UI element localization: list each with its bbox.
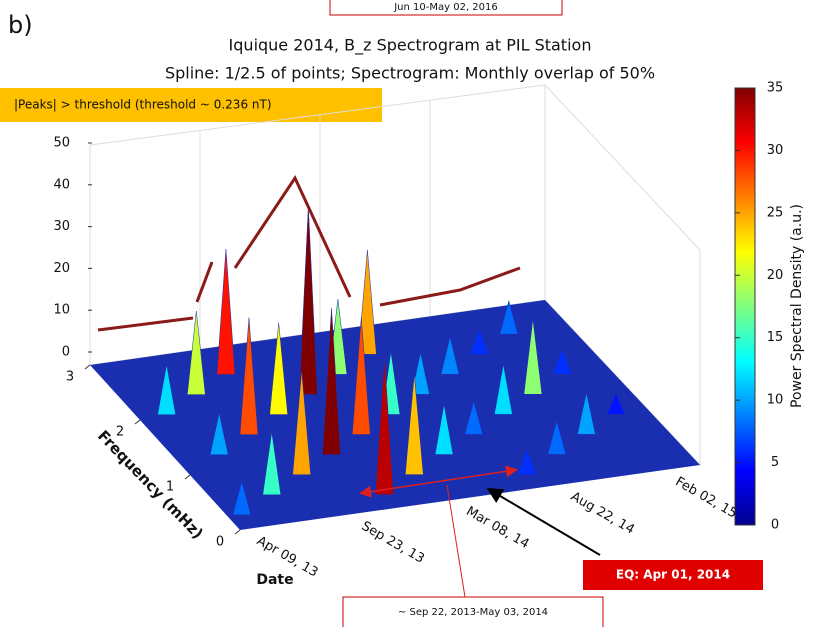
- top-note: Jun 10-May 02, 2016: [393, 2, 498, 13]
- spike: [269, 322, 288, 415]
- top-note-box: [329, 0, 563, 16]
- spike: [299, 206, 318, 395]
- spike: [606, 392, 626, 415]
- x-tick-label: Sep 23, 13: [359, 519, 427, 567]
- colorbar: [734, 87, 756, 526]
- threshold-spline: [195, 261, 214, 303]
- f-tick-label: 3: [66, 370, 74, 385]
- colorbar-label: Power Spectral Density (a.u.): [789, 204, 805, 408]
- threshold-spline: [379, 266, 521, 307]
- spike: [434, 404, 454, 455]
- spike: [517, 448, 537, 475]
- panel-label: b): [8, 11, 33, 39]
- eq-arrow: [486, 487, 601, 556]
- z-tick-label: 50: [53, 136, 70, 151]
- colorbar-tick-label: 30: [767, 143, 784, 158]
- f-tick-label: 0: [216, 535, 224, 550]
- spike: [232, 480, 252, 516]
- z-tick-label: 30: [53, 219, 70, 234]
- colorbar-tick-label: 20: [767, 268, 784, 283]
- chart-subtitle: Spline: 1/2.5 of points; Spectrogram: Mo…: [165, 64, 655, 83]
- surface-floor: [90, 300, 700, 530]
- spike: [499, 299, 519, 335]
- window-leader: [446, 484, 466, 598]
- eq-note: EQ: Apr 01, 2014: [616, 568, 730, 582]
- spike: [553, 348, 572, 375]
- window-note: ~ Sep 22, 2013-May 03, 2014: [398, 607, 548, 618]
- spike: [523, 319, 543, 395]
- spike: [239, 317, 259, 435]
- f-tick: [184, 474, 191, 480]
- z-tick-label: 0: [62, 345, 70, 360]
- spike: [262, 432, 282, 496]
- spike: [209, 412, 229, 455]
- spike: [358, 249, 377, 355]
- window-box: [342, 596, 604, 631]
- z-tick-label: 40: [53, 177, 70, 192]
- threshold-spline: [233, 174, 352, 298]
- spike: [351, 317, 371, 435]
- spike: [440, 336, 460, 375]
- f-tick: [134, 419, 141, 425]
- colorbar-tick-label: 10: [767, 393, 784, 408]
- x-tick-label: Mar 08, 14: [463, 504, 531, 552]
- threshold-spline: [97, 316, 194, 332]
- z-tick-label: 20: [53, 261, 70, 276]
- threshold-note: |Peaks| > threshold (threshold ~ 0.236 n…: [14, 98, 272, 112]
- spike: [157, 364, 176, 415]
- spike: [411, 352, 430, 395]
- spike: [322, 308, 341, 455]
- f-tick-label: 1: [166, 480, 174, 495]
- chart-title: Iquique 2014, B_z Spectrogram at PIL Sta…: [229, 36, 592, 56]
- window-arrow: [359, 465, 518, 498]
- threshold-box: [0, 88, 382, 122]
- spike: [216, 249, 236, 375]
- date-label: Date: [256, 572, 293, 588]
- spike: [470, 328, 489, 355]
- eq-box: [583, 560, 763, 590]
- spike: [464, 400, 484, 435]
- colorbar-tick-label: 35: [767, 81, 784, 96]
- z-tick-label: 10: [53, 303, 70, 318]
- x-tick-label: Aug 22, 14: [568, 489, 637, 537]
- f-tick: [234, 529, 241, 535]
- colorbar-tick-label: 25: [767, 205, 784, 220]
- spike: [547, 420, 567, 455]
- f-tick: [84, 364, 91, 370]
- spike: [292, 370, 311, 475]
- x-tick-label: Feb 02, 15: [673, 474, 740, 521]
- spike: [187, 310, 206, 395]
- spike: [494, 364, 513, 415]
- colorbar-tick-label: 15: [767, 330, 784, 345]
- colorbar-tick-label: 0: [771, 518, 779, 533]
- f-tick-label: 2: [116, 425, 124, 440]
- colorbar-tick-label: 5: [771, 455, 779, 470]
- spike: [577, 392, 596, 435]
